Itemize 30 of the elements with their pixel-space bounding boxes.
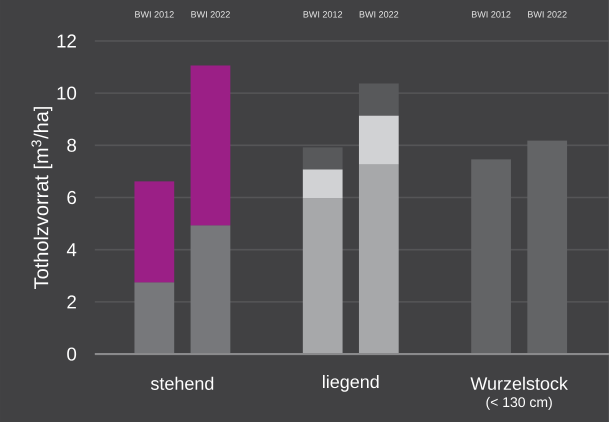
x-tick-label: BWI 2022 bbox=[191, 11, 230, 18]
bar bbox=[358, 83, 399, 116]
bar bbox=[302, 198, 343, 354]
y-tick-label: 12 bbox=[58, 34, 76, 48]
y-tick-label: 6 bbox=[67, 190, 76, 204]
y-tick-label: 10 bbox=[58, 86, 76, 100]
text: liegend bbox=[323, 374, 379, 392]
bar bbox=[134, 282, 174, 354]
bar bbox=[190, 225, 230, 354]
bar bbox=[190, 65, 230, 226]
bar bbox=[527, 140, 568, 354]
y-axis-title: Totholzvorrat [m$^{3}$/ha] bbox=[31, 106, 52, 289]
bar bbox=[302, 147, 343, 170]
x-tick-label: BWI 2022 bbox=[360, 11, 398, 18]
y-tick-label: 2 bbox=[67, 295, 76, 308]
bar bbox=[302, 169, 343, 198]
x-tick-label: BWI 2012 bbox=[304, 11, 342, 18]
text: stehend bbox=[150, 376, 214, 390]
bar bbox=[358, 115, 399, 164]
y-tick-label: 4 bbox=[66, 243, 76, 256]
x-tick-label: BWI 2022 bbox=[528, 11, 567, 18]
y-tick-label: 8 bbox=[67, 138, 76, 152]
x-tick-label: BWI 2012 bbox=[472, 11, 510, 18]
text: (< 130 cm) bbox=[486, 396, 552, 410]
y-tick-label: 0 bbox=[67, 347, 76, 361]
bar bbox=[471, 159, 511, 354]
bar bbox=[134, 181, 174, 282]
text: Wurzelstock bbox=[470, 376, 568, 390]
x-tick-label: BWI 2012 bbox=[135, 11, 174, 18]
bar bbox=[358, 164, 399, 354]
